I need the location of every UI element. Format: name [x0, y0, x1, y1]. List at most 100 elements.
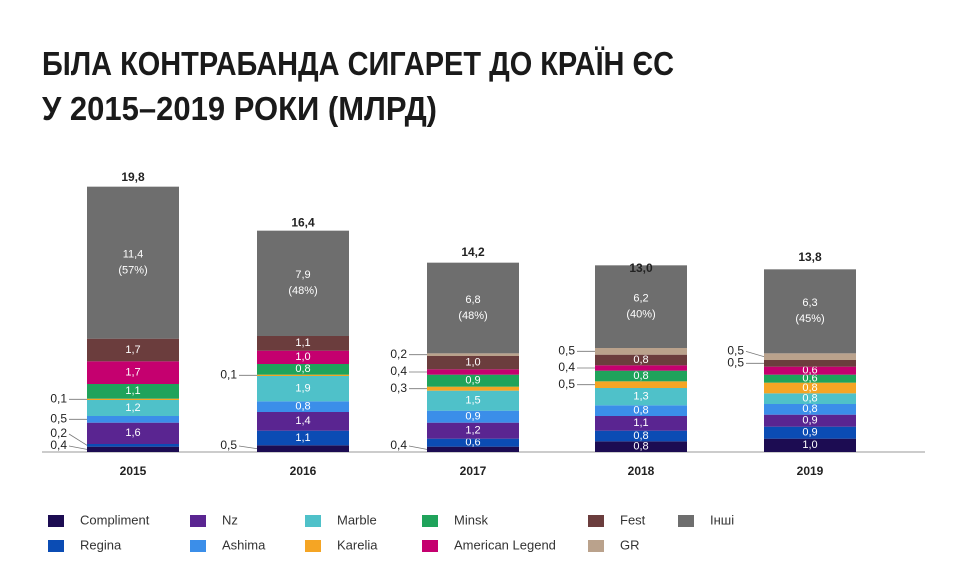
legend-swatch	[588, 540, 604, 552]
x-tick-label: 2015	[120, 464, 147, 478]
legend-swatch	[305, 540, 321, 552]
share-label: (40%)	[626, 309, 655, 321]
bar-segment	[595, 416, 687, 431]
share-label: (48%)	[458, 310, 487, 322]
bar-segment	[87, 186, 179, 339]
share-label: (57%)	[118, 265, 147, 277]
bar-segment	[427, 356, 519, 370]
data-label: 0,5	[220, 438, 237, 452]
bar-segment	[257, 230, 349, 336]
bar-segment	[595, 405, 687, 416]
legend-swatch	[48, 540, 64, 552]
data-label: 1,1	[125, 385, 140, 397]
data-label: 0,6	[802, 365, 817, 377]
bar-segment	[87, 398, 179, 400]
data-label: 6,8	[465, 294, 480, 306]
bar-segment	[87, 444, 179, 447]
bar-segment	[427, 353, 519, 356]
legend-swatch	[48, 515, 64, 527]
legend-label: Compliment	[80, 512, 150, 527]
bar-segment	[764, 269, 856, 354]
legend-swatch	[588, 515, 604, 527]
chart-title: У 2015–2019 РОКИ (МЛРД)	[42, 90, 437, 127]
bar-segment	[764, 374, 856, 383]
data-label: 7,9	[295, 269, 310, 281]
bar-segment	[87, 416, 179, 423]
bar-segment	[257, 336, 349, 351]
x-tick-label: 2019	[797, 464, 824, 478]
data-label: 0,8	[295, 363, 310, 375]
data-label: 0,8	[802, 403, 817, 415]
legend-label: Regina	[80, 537, 122, 552]
data-label: 1,1	[633, 417, 648, 429]
bar-segment	[595, 388, 687, 406]
bar-segment	[257, 445, 349, 452]
data-label: 0,8	[802, 382, 817, 394]
bar-segment	[595, 370, 687, 382]
bar-segment	[257, 412, 349, 431]
legend-label: American Legend	[454, 537, 556, 552]
data-label: 0,5	[727, 344, 744, 358]
legend-swatch	[190, 540, 206, 552]
data-label: 0,8	[633, 441, 648, 453]
bar-segment	[595, 265, 687, 348]
bar-segment	[427, 386, 519, 391]
share-label: (48%)	[288, 285, 317, 297]
x-tick-label: 2016	[290, 464, 317, 478]
legend-label: Nz	[222, 512, 238, 527]
data-label: 0,1	[220, 368, 237, 382]
data-label: 0,9	[802, 427, 817, 439]
data-label: 0,4	[390, 438, 407, 452]
data-label: 0,9	[802, 415, 817, 427]
data-label: 1,0	[465, 357, 480, 369]
total-label: 13,0	[629, 261, 653, 275]
bar-segment	[764, 382, 856, 394]
legend-swatch	[190, 515, 206, 527]
share-label: (45%)	[795, 313, 824, 325]
data-label: 0,8	[633, 354, 648, 366]
data-label: 0,1	[50, 392, 67, 406]
data-label: 0,4	[50, 438, 67, 452]
bar-segment	[427, 446, 519, 452]
bar-segment	[427, 374, 519, 387]
data-label: 6,2	[633, 293, 648, 305]
legend-label: Fest	[620, 512, 646, 527]
data-label: 0,5	[727, 356, 744, 370]
bar-segment	[87, 446, 179, 452]
bar-segment	[257, 376, 349, 402]
data-label: 1,0	[802, 439, 817, 451]
data-label: 0,4	[390, 364, 407, 378]
data-label: 0,2	[390, 347, 407, 361]
leader-line	[68, 445, 88, 450]
legend-swatch	[422, 540, 438, 552]
bar-segment	[764, 438, 856, 452]
bar-segment	[595, 430, 687, 442]
data-label: 1,1	[295, 337, 310, 349]
bar-segment	[595, 365, 687, 371]
bar-segment	[87, 384, 179, 399]
chart-title: БІЛА КОНТРАБАНДА СИГАРЕТ ДО КРАЇН ЄС	[42, 45, 674, 82]
legend-label: Minsk	[454, 512, 488, 527]
legend-label: Karelia	[337, 537, 378, 552]
x-tick-label: 2018	[628, 464, 655, 478]
leader-line	[68, 433, 88, 446]
bar-segment	[764, 353, 856, 360]
bar-segment	[595, 348, 687, 355]
bar-segment	[764, 360, 856, 367]
data-label: 0,5	[558, 344, 575, 358]
total-label: 19,8	[121, 170, 145, 184]
bar-segment	[257, 430, 349, 446]
x-tick-label: 2017	[460, 464, 487, 478]
data-label: 0,5	[50, 412, 67, 426]
bar-segment	[257, 350, 349, 364]
bar-segment	[427, 422, 519, 439]
data-label: 0,2	[50, 426, 67, 440]
bar-segment	[427, 262, 519, 354]
bar-segment	[87, 338, 179, 362]
legend-label: Інші	[710, 512, 734, 527]
leader-line	[408, 445, 428, 450]
data-label: 1,6	[125, 427, 140, 439]
legend-label: GR	[620, 537, 640, 552]
data-label: 11,4	[123, 249, 144, 261]
